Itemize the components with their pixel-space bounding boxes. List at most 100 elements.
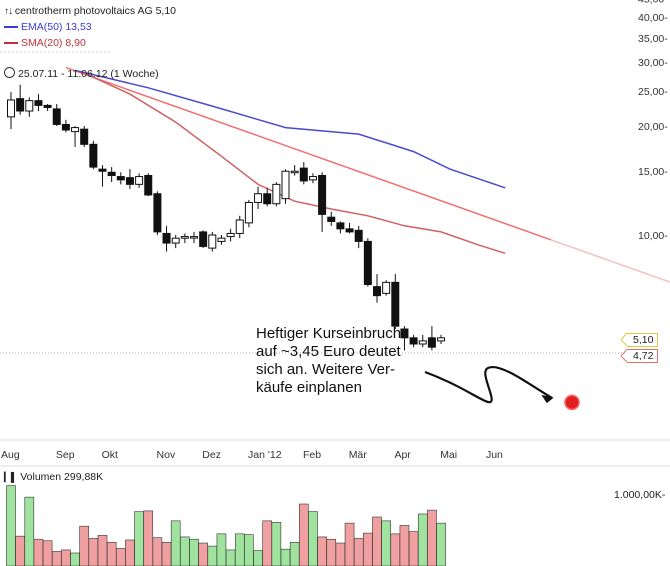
- y-tick-label: 45,00-: [638, 0, 668, 5]
- x-tick-label: Mai: [440, 449, 457, 461]
- trendline-extension: [550, 239, 670, 283]
- candle-body: [43, 104, 52, 108]
- volume-bar: [390, 533, 401, 566]
- x-tick-label: Okt: [102, 449, 118, 461]
- last-price-tag: 5,10: [627, 332, 659, 347]
- candle-body: [171, 237, 180, 244]
- clock-icon: [4, 67, 15, 78]
- candle-body: [7, 99, 15, 118]
- candle-body: [199, 231, 208, 247]
- volume-label: Volumen 299,88K: [20, 471, 104, 483]
- annotation-arrow: [424, 365, 553, 404]
- y-tick-label: 35,00-: [638, 33, 668, 45]
- volume-bar: [262, 520, 273, 566]
- volume-bar: [207, 545, 218, 566]
- candle-body: [135, 176, 144, 185]
- legend-ema[interactable]: EMA(50) 13,53: [4, 20, 92, 34]
- sma-swatch-icon: [4, 42, 18, 45]
- volume-bar: [161, 541, 172, 566]
- candle-body: [299, 167, 308, 182]
- volume-bar: [289, 541, 300, 566]
- volume-bar: [326, 538, 337, 566]
- candle-body: [80, 128, 89, 145]
- volume-bar: [116, 548, 126, 566]
- candle-body: [235, 219, 244, 234]
- candle-body: [107, 171, 116, 176]
- candle-body: [382, 281, 391, 294]
- candle-body: [52, 108, 61, 125]
- candle-body: [16, 98, 25, 112]
- candle-body: [116, 176, 125, 181]
- volume-bar: [97, 535, 108, 566]
- period-row[interactable]: 25.07.11 - 11.06.12 (1 Woche): [4, 67, 159, 81]
- chart-settings-icon[interactable]: ↑↓: [4, 6, 13, 17]
- candle-body: [162, 232, 171, 244]
- x-tick-label: Dez: [202, 449, 221, 461]
- volume-bar: [143, 510, 154, 566]
- y-tick-label: 25,00-: [638, 86, 668, 98]
- volume-bar: [15, 535, 25, 566]
- volume-bar: [381, 520, 391, 566]
- volume-bar: [152, 537, 163, 566]
- candle-body: [308, 176, 317, 181]
- last-price-tag-pointer: [620, 332, 628, 347]
- legend-sma[interactable]: SMA(20) 8,90: [4, 36, 86, 50]
- candle-body: [281, 170, 290, 200]
- x-tick-label: Mär: [349, 449, 368, 461]
- candle-body: [336, 222, 345, 230]
- candle-body: [208, 234, 217, 249]
- volume-axis-label: 1.000,00K-: [614, 489, 666, 501]
- volume-bar: [189, 538, 199, 566]
- candle-body: [290, 170, 299, 174]
- candle-body: [226, 232, 235, 238]
- candle-body: [144, 174, 153, 196]
- volume-bar: [61, 549, 71, 566]
- volume-bar: [88, 538, 99, 566]
- candle-body: [34, 100, 43, 106]
- candle-body: [418, 340, 427, 345]
- candle-body: [327, 216, 336, 222]
- volume-bar: [353, 538, 364, 566]
- low-price-tag-pointer: [620, 348, 628, 363]
- x-tick-label: Jun: [486, 449, 503, 461]
- volume-bar: [125, 539, 135, 566]
- volume-bar: [399, 525, 410, 566]
- candle-body: [437, 337, 446, 342]
- volume-bar: [253, 550, 263, 566]
- volume-bar: [42, 540, 53, 566]
- volume-bar: [308, 511, 318, 566]
- ema-swatch-icon: [4, 26, 18, 29]
- candle-body: [180, 236, 189, 239]
- candle-body: [25, 100, 34, 112]
- volume-bar: [234, 533, 245, 566]
- candle-body: [354, 229, 363, 242]
- candle-body: [61, 123, 70, 131]
- volume-bar: [134, 511, 144, 566]
- volume-bar: [317, 536, 327, 566]
- candle-body: [71, 127, 80, 133]
- volume-bar: [198, 542, 208, 566]
- volume-bar: [24, 496, 35, 566]
- y-tick-label: 15,00-: [638, 166, 668, 178]
- x-tick-label: Aug: [1, 449, 20, 461]
- x-tick-label: Feb: [303, 449, 321, 461]
- volume-bar: [372, 516, 382, 566]
- volume-bar: [33, 538, 44, 566]
- volume-bar: [79, 525, 89, 566]
- volume-bar: [51, 551, 62, 566]
- volume-bars-icon: ▎▌: [4, 472, 18, 482]
- candle-body: [244, 201, 253, 224]
- volume-bar: [427, 509, 437, 566]
- y-tick-label: 20,00-: [638, 121, 668, 133]
- candle-body: [400, 328, 409, 339]
- ema-50-line: [74, 69, 506, 189]
- volume-bar: [70, 552, 80, 566]
- volume-bar: [298, 503, 309, 566]
- candle-body: [272, 183, 281, 205]
- volume-bar: [6, 485, 16, 566]
- candle-body: [153, 193, 162, 233]
- candle-body: [98, 168, 107, 172]
- volume-bar: [271, 522, 282, 566]
- legend-ema-label: EMA(50) 13,53: [21, 21, 92, 33]
